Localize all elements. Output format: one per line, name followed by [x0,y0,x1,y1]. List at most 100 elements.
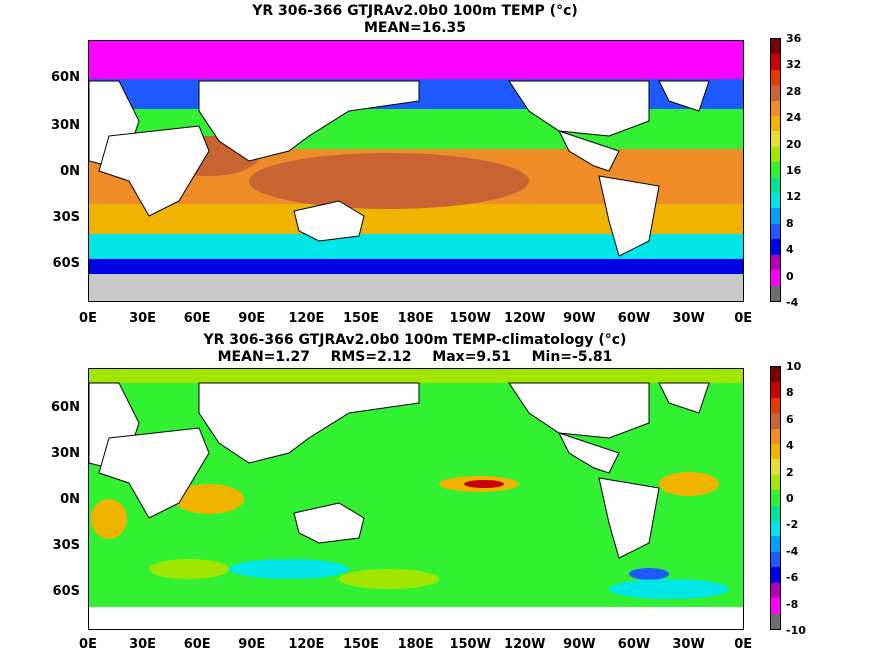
lon-label: 60E [183,637,211,652]
lon-label: 60W [617,637,651,652]
lon-label: 60E [183,311,211,326]
lon-label: 180E [397,311,434,326]
colorbar-tick: 28 [786,84,802,98]
colorbar-tick: 4 [786,439,794,453]
map2-stats: MEAN=1.27 RMS=2.12 Max=9.51 Min=-5.81 [0,349,830,365]
colorbar-tick: 2 [786,465,794,479]
lon-label: 30E [129,637,157,652]
colorbar-segment [771,459,780,475]
lat-label-0n: 0N [60,164,80,179]
colorbar-1 [770,38,781,302]
colorbar-segment [771,223,780,240]
lon-label: 90W [563,637,596,652]
colorbar-tick: 0 [786,269,794,283]
lon-label: 120E [288,637,325,652]
lat-label-30s: 30S [52,210,80,225]
colorbar-tick: 8 [786,216,794,230]
lat-label-60s-2: 60S [52,584,80,599]
colorbar-segment [771,474,780,491]
colorbar-tick: -4 [786,296,799,309]
lon-label: 180E [397,637,434,652]
colorbar-segment [771,397,780,414]
lon-label: 90E [238,311,266,326]
anomaly-map [88,368,744,630]
lon-label: 150W [449,637,491,652]
colorbar-tick: 0 [786,492,794,505]
colorbar-segment [771,270,780,286]
colorbar-segment [771,505,780,522]
colorbar-tick: 20 [786,137,802,151]
colorbar-tick: 36 [786,32,802,45]
colorbar-segment [771,444,780,460]
colorbar-segment [771,521,780,537]
colorbar-segment [771,193,780,209]
lon-label: 90W [563,311,596,326]
lon-label: 120W [504,311,546,326]
lat-label-30s-2: 30S [52,538,80,553]
colorbar-segment [771,146,780,163]
colorbar-segment [771,613,780,629]
colorbar-segment [771,116,780,132]
colorbar-segment [771,85,780,101]
lat-label-30n: 30N [51,118,80,133]
lat-label-60s: 60S [52,256,80,271]
lon-label: 60W [617,311,651,326]
lon-label: 150E [342,637,380,652]
colorbar-tick: 12 [786,190,802,204]
lat-label-60n: 60N [51,70,80,85]
lon-label: 30E [129,311,157,326]
colorbar-segment [771,54,780,70]
colorbar-segment [771,285,780,301]
stat-min: Min=-5.81 [531,349,613,365]
temperature-map [88,40,744,302]
colorbar-tick: -6 [786,571,799,585]
stat-rms: RMS=2.12 [330,349,412,365]
lon-label: 0E [79,311,97,326]
lon-label: 120W [504,637,546,652]
colorbar-segment [771,413,780,429]
colorbar-tick: -8 [786,597,799,611]
colorbar-tick: 24 [786,111,802,125]
colorbar-tick: -4 [786,544,799,558]
lon-label: 0E [734,311,753,326]
colorbar-segment [771,162,780,178]
colorbar-tick: -2 [786,518,799,532]
stat-mean: MEAN=1.27 [217,349,310,365]
lon-label: 120E [288,311,325,326]
lon-label: 30W [672,637,705,652]
lon-label: 90E [238,637,266,652]
temperature-field [89,41,743,301]
map1-title: YR 306-366 GTJRAv2.0b0 100m TEMP (°c) [252,3,578,19]
colorbar-segment [771,69,780,86]
lon-label: 0E [734,637,753,652]
colorbar-tick: 4 [786,243,794,257]
colorbar-segment [771,382,780,398]
colorbar-segment [771,490,780,506]
colorbar-segment [771,582,780,599]
colorbar-tick: 16 [786,164,802,177]
colorbar-segment [771,39,780,55]
colorbar-tick: 32 [786,58,802,72]
colorbar-segment [771,254,780,271]
colorbar-segment [771,598,780,614]
colorbar-segment [771,131,780,147]
lon-label: 150W [449,311,491,326]
colorbar-segment [771,208,780,224]
lat-label-30n-2: 30N [51,446,80,461]
map2-title: YR 306-366 GTJRAv2.0b0 100m TEMP-climato… [203,332,627,348]
colorbar-segment [771,100,780,117]
colorbar-2 [770,366,781,630]
colorbar-segment [771,239,780,255]
lon-label: 150E [342,311,380,326]
colorbar-tick: 6 [786,412,794,426]
map1-mean: MEAN=16.35 [363,20,467,36]
stat-max: Max=9.51 [432,349,511,365]
colorbar-segment [771,428,780,445]
colorbar-segment [771,177,780,194]
lon-label: 30W [672,311,705,326]
colorbar-tick: -10 [786,624,806,637]
lat-label-60n-2: 60N [51,400,80,415]
colorbar-segment [771,367,780,383]
colorbar-tick: 10 [786,360,802,373]
lon-label: 0E [79,637,97,652]
